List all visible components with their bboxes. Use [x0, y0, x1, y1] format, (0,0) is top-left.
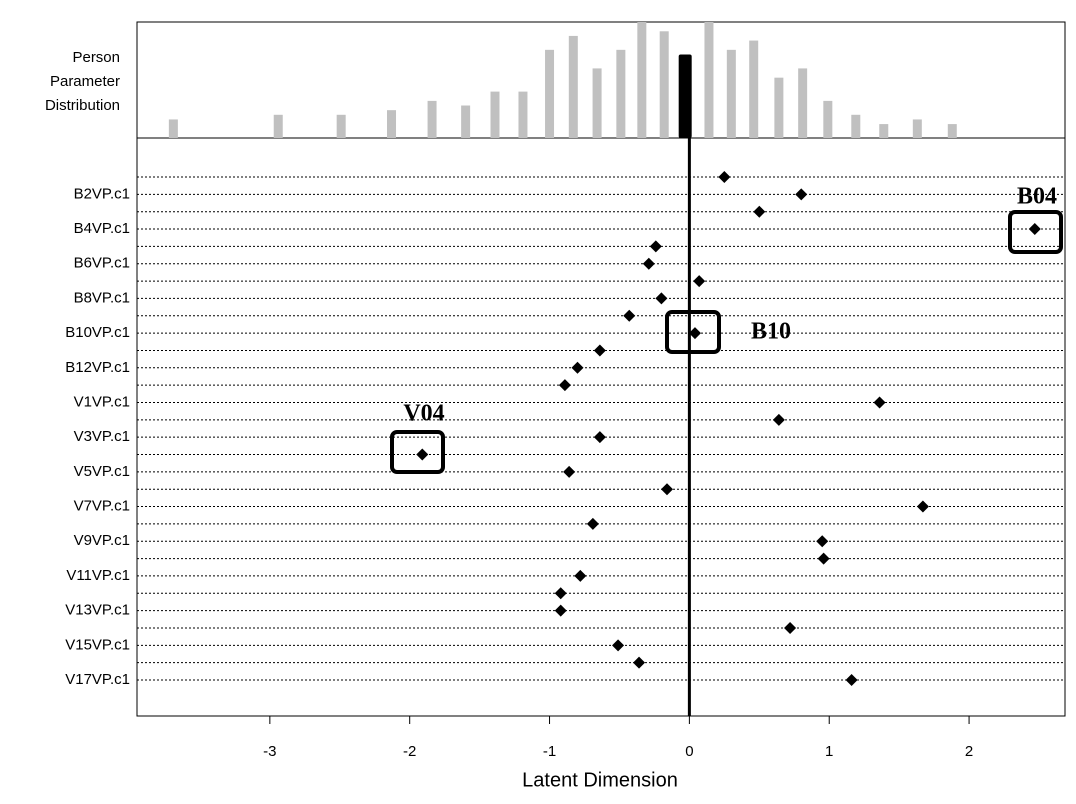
hist-bar [726, 49, 736, 139]
hist-bar [749, 40, 759, 139]
hist-bar [168, 119, 178, 138]
annotation: V04 [403, 401, 444, 427]
x-tick-label: 2 [965, 743, 973, 760]
hist-bar [912, 119, 922, 138]
item-point [784, 621, 797, 634]
annotation-box [390, 430, 445, 474]
mean-bar [678, 54, 692, 139]
item-point [753, 205, 766, 218]
item-point [593, 431, 606, 444]
item-point [795, 188, 808, 201]
item-point [693, 275, 706, 288]
item-point [571, 361, 584, 374]
y-tick-label: B12VP.c1 [65, 359, 130, 376]
item-point [574, 569, 587, 582]
x-tick-label: -3 [263, 743, 276, 760]
y-tick-label: B6VP.c1 [74, 255, 130, 272]
hist-bar [774, 77, 784, 138]
x-tick-label: -2 [403, 743, 416, 760]
item-point [916, 500, 929, 513]
hist-bar [616, 49, 626, 139]
item-point [623, 309, 636, 322]
item-point [772, 413, 785, 426]
x-tick-label: 1 [825, 743, 833, 760]
hist-bar [545, 49, 555, 139]
item-point [416, 448, 429, 461]
hist-bar [592, 68, 602, 138]
x-axis-label: Latent Dimension [522, 769, 678, 791]
y-tick-label: V1VP.c1 [74, 393, 130, 410]
y-tick-label: V11VP.c1 [66, 567, 130, 584]
hist-bar [273, 114, 283, 138]
hist-bar [823, 100, 833, 138]
hist-bar [427, 100, 437, 138]
hist-bar [879, 124, 889, 138]
hist-bar [947, 124, 957, 138]
hist-bar [851, 114, 861, 138]
item-point [586, 517, 599, 530]
hist-bar [461, 105, 471, 138]
hist-bar [490, 91, 500, 138]
item-point [554, 587, 567, 600]
item-point [563, 465, 576, 478]
y-tick-label: V5VP.c1 [74, 463, 130, 480]
hist-bar [704, 22, 714, 138]
y-tick-label: B2VP.c1 [74, 185, 130, 202]
item-point [612, 639, 625, 652]
item-point [873, 396, 886, 409]
annotation: B10 [751, 319, 791, 345]
item-panel [136, 137, 1066, 717]
hist-bar [798, 68, 808, 138]
hist-bar [659, 31, 669, 139]
y-tick-label: V9VP.c1 [74, 532, 130, 549]
annotation: B04 [1017, 184, 1057, 210]
item-point [554, 604, 567, 617]
y-tick-label: B4VP.c1 [74, 220, 130, 237]
item-point [1028, 223, 1041, 236]
annotation-box [665, 310, 721, 354]
hist-bar [387, 110, 397, 138]
item-point [593, 344, 606, 357]
item-point [816, 535, 829, 548]
hist-label: Distribution [45, 97, 120, 114]
annotation-box [1008, 210, 1063, 254]
x-tick-label: 0 [685, 743, 693, 760]
item-point [661, 483, 674, 496]
y-tick-label: B8VP.c1 [74, 289, 130, 306]
item-point [718, 171, 731, 183]
item-point [845, 674, 858, 687]
hist-bar [336, 114, 346, 138]
y-tick-label: V7VP.c1 [74, 498, 130, 515]
item-point [633, 656, 646, 669]
item-point [688, 327, 701, 340]
y-tick-label: V15VP.c1 [65, 636, 130, 653]
item-point [817, 552, 830, 565]
hist-bar [568, 35, 578, 138]
hist-label: Parameter [50, 73, 120, 90]
hist-bar [637, 22, 647, 138]
hist-label: Person [72, 49, 120, 66]
x-tick-label: -1 [543, 743, 556, 760]
item-point [558, 379, 571, 392]
item-point [642, 257, 655, 270]
item-point [655, 292, 668, 305]
hist-bar [518, 91, 528, 138]
item-point [649, 240, 662, 253]
y-tick-label: V13VP.c1 [65, 602, 130, 619]
y-tick-label: B10VP.c1 [65, 324, 130, 341]
y-tick-label: V3VP.c1 [74, 428, 130, 445]
y-tick-label: V17VP.c1 [65, 671, 130, 688]
